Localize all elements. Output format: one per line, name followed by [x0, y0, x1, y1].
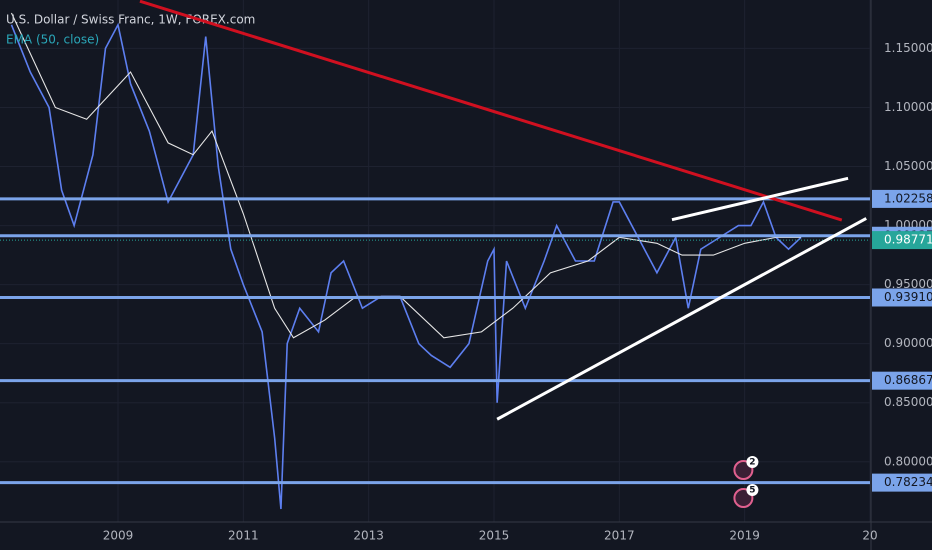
event-badge	[746, 484, 759, 496]
level-label-box	[872, 371, 932, 390]
level-label-box	[872, 288, 932, 307]
event-count: 2	[749, 458, 755, 468]
x-tick-label: 2019	[729, 529, 760, 543]
level-label-box	[872, 189, 932, 208]
event-badge	[746, 456, 759, 468]
level-label: 1.02258	[884, 191, 932, 205]
level-label: 0.93910	[884, 290, 932, 304]
trendline	[496, 217, 867, 421]
x-tick-label: 2017	[604, 529, 635, 543]
level-label: 0.78234	[884, 475, 932, 489]
last-price-label: 0.98771	[884, 233, 932, 247]
y-tick-label: 0.85000	[884, 395, 932, 409]
x-tick-label: 2015	[479, 529, 510, 543]
y-tick-label: 0.95000	[884, 277, 932, 291]
trendline	[671, 176, 849, 222]
y-tick-label: 0.90000	[884, 336, 932, 350]
y-tick-label: 1.15000	[884, 41, 932, 55]
last-price-box	[872, 231, 932, 250]
trendline	[139, 0, 843, 222]
x-tick-label: 2009	[103, 529, 134, 543]
chart-subtitle: EMA (50, close)	[6, 33, 99, 47]
x-tick-label: 2011	[228, 529, 259, 543]
chart-title: U.S. Dollar / Swiss Franc, 1W, FOREX.com	[6, 13, 255, 27]
y-tick-label: 1.05000	[884, 159, 932, 173]
x-tick-label: 20	[862, 529, 877, 543]
level-label: 0.86867	[884, 373, 932, 387]
y-tick-label: 0.80000	[884, 454, 932, 468]
y-tick-label: 1.10000	[884, 100, 932, 114]
x-tick-label: 2013	[353, 529, 384, 543]
event-count: 5	[749, 486, 755, 496]
level-label-box	[872, 473, 932, 492]
